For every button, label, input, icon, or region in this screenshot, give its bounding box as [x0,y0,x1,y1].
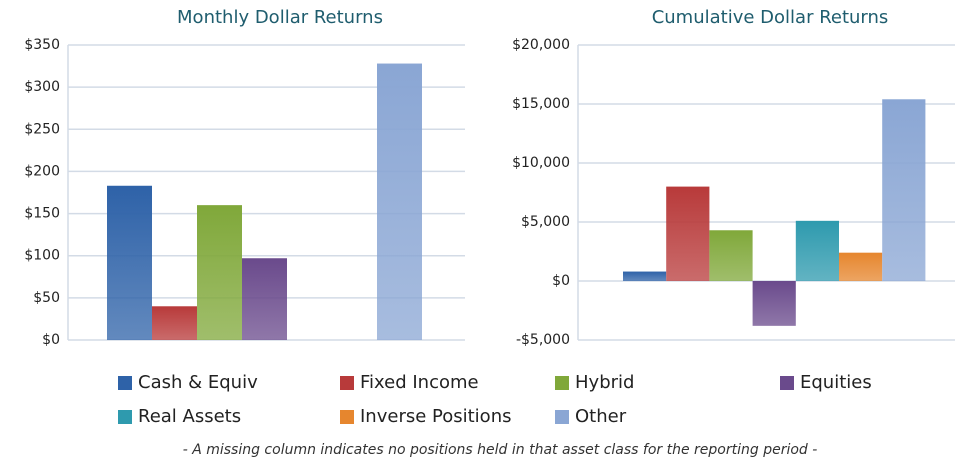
bar [623,271,667,281]
bar [377,63,422,341]
y-tick-label: $0 [42,332,60,348]
footnote: - A missing column indicates no position… [183,442,818,458]
bar [666,186,710,281]
y-tick-label: $10,000 [512,155,570,171]
chart-title: Cumulative Dollar Returns [652,7,889,28]
bar [197,205,242,340]
y-tick-label: $100 [24,248,60,264]
y-tick-label: $0 [552,273,570,289]
legend-label: Inverse Positions [360,406,511,427]
bar [795,220,839,281]
bar [839,252,883,281]
bar [709,230,753,281]
bar [752,281,796,326]
y-tick-label: $15,000 [512,96,570,112]
y-tick-label: $20,000 [512,37,570,53]
y-tick-label: $250 [24,121,60,137]
chart-title: Monthly Dollar Returns [177,7,383,28]
bar [242,258,287,340]
legend-swatch [118,410,132,424]
legend-label: Real Assets [138,406,241,427]
legend-label: Other [575,406,627,427]
legend-swatch [555,376,569,390]
bar [107,185,152,340]
y-tick-label: $5,000 [521,214,570,230]
legend-label: Fixed Income [360,372,479,393]
legend-label: Cash & Equiv [138,372,258,393]
bar [882,99,926,281]
legend-swatch [340,410,354,424]
y-tick-label: $350 [24,37,60,53]
y-tick-label: $150 [24,206,60,222]
legend-swatch [780,376,794,390]
legend-swatch [118,376,132,390]
legend-swatch [340,376,354,390]
y-tick-label: $50 [33,290,60,306]
bar [152,306,197,340]
y-tick-label: -$5,000 [516,332,570,348]
legend-swatch [555,410,569,424]
y-tick-label: $300 [24,79,60,95]
legend-label: Hybrid [575,372,634,393]
y-tick-label: $200 [24,163,60,179]
legend-label: Equities [800,372,872,393]
